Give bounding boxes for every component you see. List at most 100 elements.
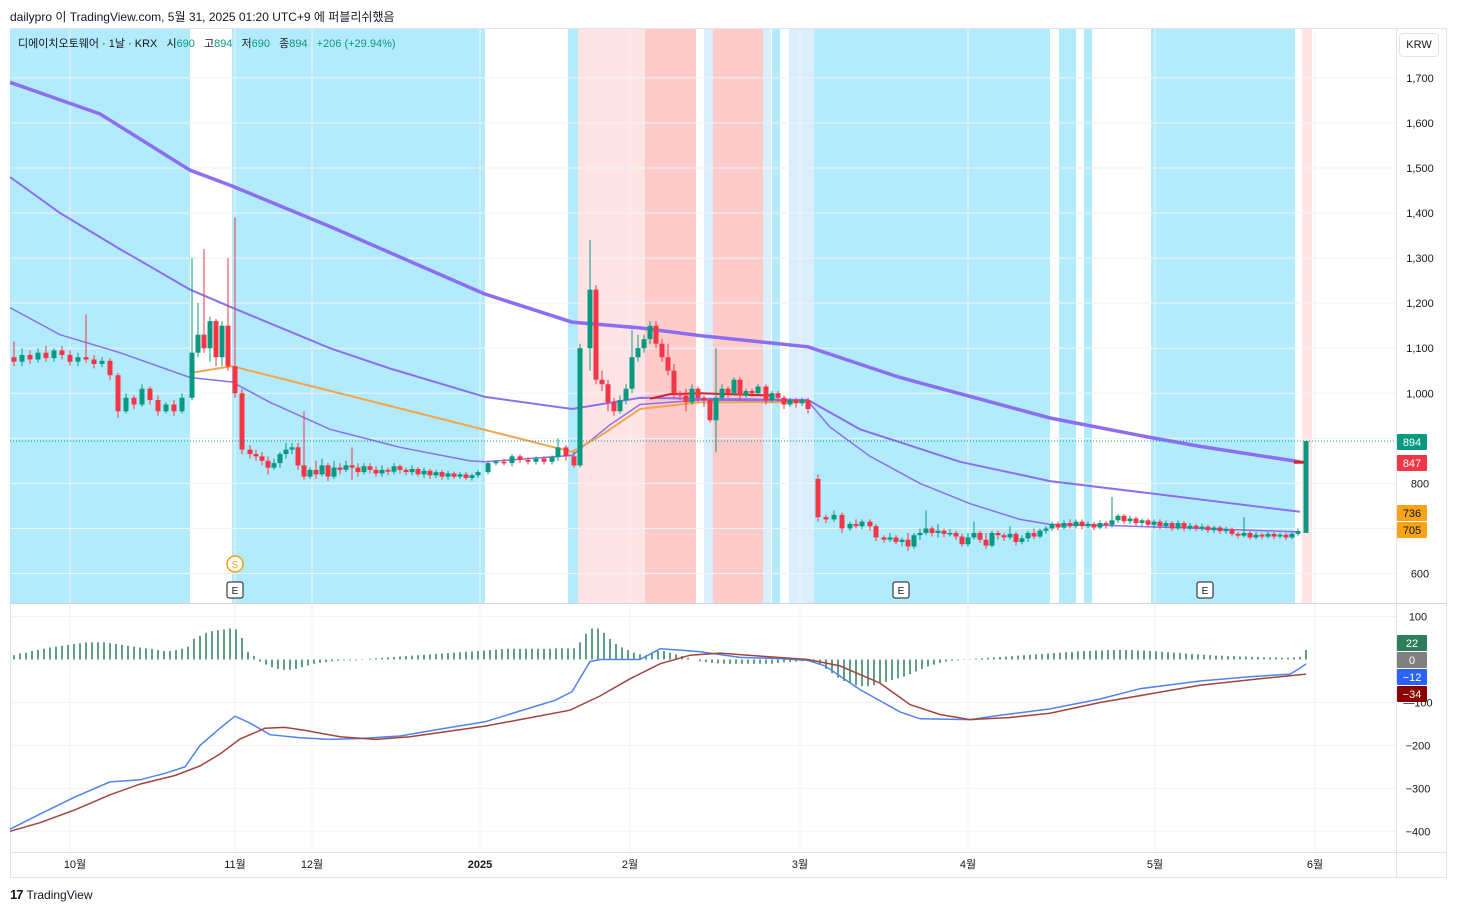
low-label: 저 xyxy=(241,38,252,50)
candle-body xyxy=(139,388,145,405)
price-tag-label: 894 xyxy=(1403,437,1421,449)
candle-body xyxy=(917,532,923,536)
macd-axis-tick-label: −400 xyxy=(1406,826,1431,838)
candle-body xyxy=(1277,534,1283,537)
candle-body xyxy=(1229,529,1235,534)
candle-body xyxy=(115,375,121,412)
macd-line xyxy=(9,648,1307,830)
candle-body xyxy=(541,458,547,462)
candle-body xyxy=(695,388,701,398)
candle-body xyxy=(1121,515,1127,522)
candle-body xyxy=(725,388,731,394)
candle-body xyxy=(689,388,695,403)
time-axis-tick-label: 2월 xyxy=(622,858,638,871)
tradingview-logo[interactable]: 17 TradingView xyxy=(10,887,93,902)
candle-body xyxy=(1001,535,1007,538)
macd-axis-tick-label: −200 xyxy=(1406,740,1431,752)
candle-body xyxy=(1271,533,1277,537)
price-axis-tick-label: 1,200 xyxy=(1406,298,1434,310)
candle-body xyxy=(731,379,737,394)
candle-body xyxy=(1163,523,1169,527)
candle-body xyxy=(525,459,531,462)
price-axis-tick-label: 1,500 xyxy=(1406,163,1434,175)
candle-body xyxy=(549,457,555,462)
candle-body xyxy=(749,391,755,394)
signal-line xyxy=(9,652,1307,833)
price-axis-tick-label: 800 xyxy=(1411,478,1429,490)
candle-body xyxy=(1303,441,1309,533)
moving-average-line xyxy=(9,80,1301,464)
candle-body xyxy=(517,456,523,460)
price-tag-label: 736 xyxy=(1403,508,1421,520)
candle-body xyxy=(1253,534,1259,538)
earnings-marker-label: E xyxy=(898,586,905,597)
candle-body xyxy=(107,360,113,376)
currency-button[interactable]: KRW xyxy=(1399,33,1439,57)
candle-body xyxy=(331,467,337,477)
price-tags: 894 847 736 705 22 0 −12 −34 xyxy=(1397,434,1427,702)
candle-body xyxy=(1259,534,1265,537)
candle-body xyxy=(1019,538,1025,542)
candle-body xyxy=(35,352,41,360)
candle-body xyxy=(1091,523,1097,528)
candle-body xyxy=(941,530,947,534)
candle-body xyxy=(421,470,427,475)
candle-body xyxy=(1115,515,1121,521)
candle-body xyxy=(737,379,743,396)
price-tag-bg xyxy=(1397,455,1427,471)
candle-body xyxy=(379,469,385,474)
price-axis-tick-label: 1,000 xyxy=(1406,388,1434,400)
dividend-marker-label: S xyxy=(232,560,239,571)
time-axis-tick-label: 12월 xyxy=(301,858,323,871)
candle-body xyxy=(1103,523,1109,525)
earnings-marker-icon xyxy=(892,581,910,599)
candle-body xyxy=(1283,534,1289,538)
time-axis-tick-label: 6월 xyxy=(1307,858,1323,871)
earnings-marker-label: E xyxy=(1202,586,1209,597)
candle-body xyxy=(403,469,409,473)
candle-body xyxy=(647,325,653,340)
candle-body xyxy=(887,537,893,540)
price-axis-tick-label: 1,700 xyxy=(1406,73,1434,85)
candle-body xyxy=(225,325,231,367)
candle-body xyxy=(451,473,457,477)
price-tag-label: 847 xyxy=(1403,458,1421,470)
candle-body xyxy=(385,469,391,472)
earnings-marker-label: E xyxy=(232,586,239,597)
candle-body xyxy=(743,391,749,396)
moving-average-line xyxy=(189,365,808,453)
candle-body xyxy=(905,539,911,547)
candle-body xyxy=(67,354,73,362)
macd-value-tag-label: 22 xyxy=(1406,638,1418,650)
price-tag-bg xyxy=(1397,434,1427,450)
candle-body xyxy=(713,397,719,421)
time-axis-tick-label: 2025 xyxy=(468,859,492,871)
candle-body xyxy=(1247,532,1253,538)
candle-body xyxy=(427,470,433,476)
candle-body xyxy=(555,447,561,458)
candle-body xyxy=(313,469,319,475)
candle-body xyxy=(683,395,689,403)
macd-value-tag-bg xyxy=(1397,635,1427,651)
candle-body xyxy=(635,348,641,358)
candle-body xyxy=(881,537,887,540)
price-tag-label: 705 xyxy=(1403,525,1421,537)
open-value: 690 xyxy=(176,38,195,50)
macd-value-tag-bg xyxy=(1397,669,1427,685)
candle-body xyxy=(1241,532,1247,536)
candle-body xyxy=(19,354,25,362)
candle-body xyxy=(1145,520,1151,525)
candle-body xyxy=(232,366,238,394)
candle-body xyxy=(701,397,707,401)
candle-body xyxy=(899,539,905,542)
background-band xyxy=(1151,29,1295,603)
macd-axis-tick-label: −300 xyxy=(1406,783,1431,795)
candle-body xyxy=(629,357,635,389)
candle-body xyxy=(971,532,977,538)
candle-body xyxy=(959,536,965,545)
price-axis-tick-label: 1,100 xyxy=(1406,343,1434,355)
close-value: 894 xyxy=(289,38,308,50)
candle-body xyxy=(1175,523,1181,529)
candle-body xyxy=(775,393,781,398)
